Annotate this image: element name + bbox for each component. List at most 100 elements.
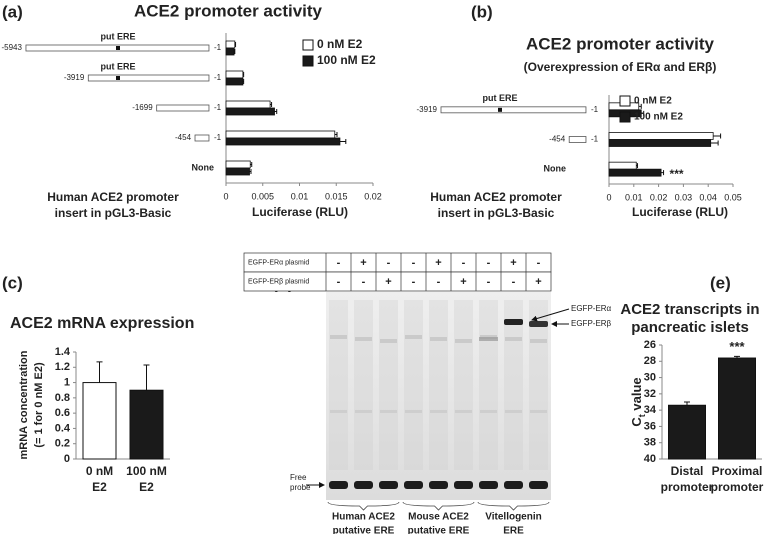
bar xyxy=(129,389,164,460)
x-tick-label: 0.04 xyxy=(699,192,717,202)
y-tick-label: 0 xyxy=(64,453,70,465)
sign: - xyxy=(387,257,391,269)
sign: - xyxy=(537,257,541,269)
y-tick-label: 38 xyxy=(644,437,656,449)
bar xyxy=(225,47,235,56)
bar xyxy=(82,382,117,460)
sign: + xyxy=(535,276,541,288)
chart-subtitle: (Overexpression of ERα and ERβ) xyxy=(524,60,717,74)
sign: - xyxy=(412,276,416,288)
bar xyxy=(608,168,662,177)
x-tick-label: E2 xyxy=(92,480,107,494)
sign: + xyxy=(385,276,391,288)
bar xyxy=(225,137,341,146)
y-axis-label-part: t xyxy=(637,414,647,417)
group-label: ERE xyxy=(503,526,524,534)
free-probe-band xyxy=(354,481,373,489)
legend-label: 100 nM E2 xyxy=(634,112,683,123)
sign: + xyxy=(435,257,441,269)
bar xyxy=(225,107,275,116)
error-bar xyxy=(641,110,645,116)
legend-swatch xyxy=(302,55,314,67)
error-bar xyxy=(143,364,150,391)
x-tick-label: 0 xyxy=(606,192,611,202)
insert-start: -3919 xyxy=(417,105,438,114)
faint-band xyxy=(480,410,497,413)
error-bar xyxy=(661,170,665,176)
x-tick-label: 0.015 xyxy=(325,191,348,201)
insert-start: -3919 xyxy=(64,73,85,82)
group-label: Vitellogenin xyxy=(485,512,542,523)
x-tick-label: 0.01 xyxy=(291,191,309,201)
error-bar xyxy=(234,42,237,47)
error-bar xyxy=(242,79,245,84)
caption: insert in pGL3-Basic xyxy=(438,206,555,220)
faint-band xyxy=(380,339,397,343)
caption: Human ACE2 promoter xyxy=(430,190,562,204)
y-tick-label: 36 xyxy=(644,420,656,432)
x-tick-label: 0.005 xyxy=(251,191,274,201)
smear xyxy=(329,300,348,470)
bar xyxy=(225,130,336,139)
panel-label: (c) xyxy=(2,273,23,292)
y-axis-label: (= 1 for 0 nM E2) xyxy=(33,362,45,448)
x-tick-label: promoter xyxy=(711,480,764,494)
y-tick-label: 30 xyxy=(644,371,656,383)
y-axis-label-part: C xyxy=(629,417,644,427)
faint-band xyxy=(505,410,522,413)
y-tick-label: 34 xyxy=(644,404,657,416)
insert-end: -1 xyxy=(214,73,222,82)
smear xyxy=(429,300,448,470)
insert-end: -1 xyxy=(214,43,222,52)
y-tick-label: 40 xyxy=(644,453,656,465)
bar xyxy=(668,404,706,460)
faint-band xyxy=(530,410,547,413)
y-tick-label: 1.4 xyxy=(55,346,71,358)
insert-start: -454 xyxy=(549,135,566,144)
promoter-insert xyxy=(194,134,210,142)
ere-label: put ERE xyxy=(101,61,136,71)
shift-band xyxy=(504,319,523,325)
bar xyxy=(225,160,251,169)
significance: *** xyxy=(729,339,745,354)
group-bracket xyxy=(402,501,475,511)
bar xyxy=(608,161,637,170)
faint-band xyxy=(355,410,372,413)
chart-title: pancreatic islets xyxy=(631,319,749,336)
group-label: putative ERE xyxy=(333,526,395,534)
error-bar xyxy=(713,133,722,139)
promoter-insert xyxy=(156,104,210,112)
y-axis-label-part: value xyxy=(629,377,644,414)
caption: Human ACE2 promoter xyxy=(47,190,179,204)
error-bar xyxy=(636,163,639,169)
category-label: None xyxy=(544,164,567,174)
sign: - xyxy=(512,276,516,288)
smear xyxy=(454,300,473,470)
group-label: putative ERE xyxy=(408,526,470,534)
legend-swatch xyxy=(302,39,314,51)
faint-band xyxy=(530,339,547,343)
table-row xyxy=(243,271,552,292)
row-label: EGFP-ERβ plasmid xyxy=(248,278,309,285)
error-bar xyxy=(274,109,278,114)
sign: - xyxy=(337,257,341,269)
sign: - xyxy=(412,257,416,269)
free-probe-band xyxy=(479,481,498,489)
ere-label: put ERE xyxy=(483,93,518,103)
ere-site xyxy=(116,46,120,50)
row-label: EGFP-ERα plasmid xyxy=(248,259,309,266)
panel-label: (e) xyxy=(710,273,731,292)
y-tick-label: 1 xyxy=(64,376,70,388)
bar xyxy=(225,77,244,86)
error-bar xyxy=(249,169,252,174)
x-axis-label: Luciferase (RLU) xyxy=(632,205,728,219)
sign: - xyxy=(337,276,341,288)
bar xyxy=(225,100,271,109)
error-bar xyxy=(334,132,338,137)
category-label: None xyxy=(192,162,215,172)
free-probe-band xyxy=(454,481,473,489)
group-bracket xyxy=(327,501,400,511)
legend-label: 0 nM E2 xyxy=(634,96,672,107)
free-probe-band xyxy=(404,481,423,489)
